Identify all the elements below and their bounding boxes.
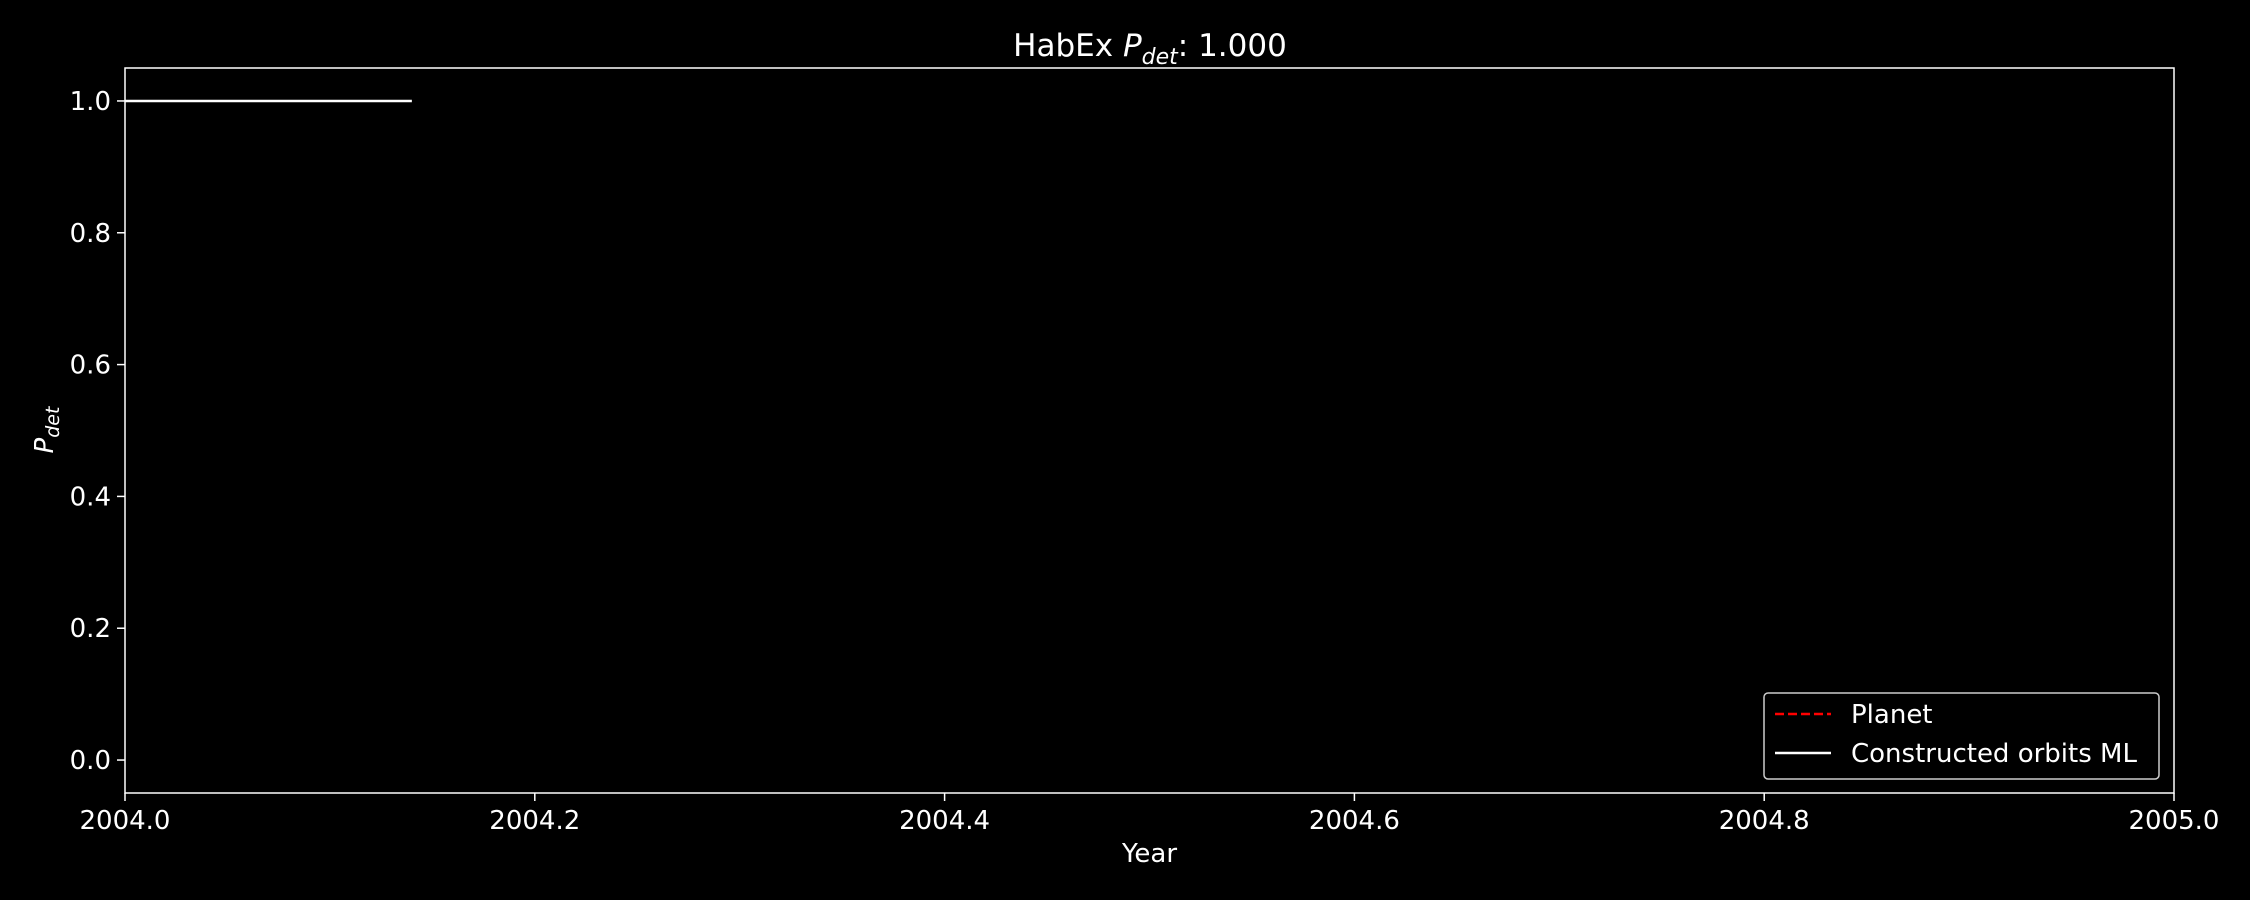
x-axis-label: Year — [1121, 839, 1177, 869]
y-axis-label: Pdet — [30, 405, 64, 453]
chart-title: HabEx Pdet: 1.000 — [1013, 28, 1287, 70]
y-tick-label: 0.0 — [70, 746, 111, 776]
x-tick-label: 2005.0 — [2129, 806, 2220, 836]
x-tick-label: 2004.8 — [1719, 806, 1810, 836]
legend-label-planet: Planet — [1851, 700, 1933, 730]
plot-frame — [124, 67, 2175, 794]
legend: Planet Constructed orbits ML — [1763, 692, 2160, 780]
x-tick-label: 2004.6 — [1309, 806, 1400, 836]
legend-box — [1763, 692, 2160, 780]
x-axis: 2004.0 2004.2 2004.4 2004.6 2004.8 2005.0 — [80, 793, 2220, 836]
x-tick-label: 2004.2 — [489, 806, 580, 836]
y-tick-label: 0.2 — [70, 614, 111, 644]
y-tick-label: 0.6 — [70, 351, 111, 381]
y-tick-label: 0.8 — [70, 219, 111, 249]
legend-label-constructed-orbits: Constructed orbits ML — [1851, 739, 2137, 769]
y-axis: 0.0 0.2 0.4 0.6 0.8 1.0 — [70, 87, 125, 776]
x-tick-label: 2004.0 — [80, 806, 171, 836]
y-tick-label: 0.4 — [70, 482, 111, 512]
x-tick-label: 2004.4 — [899, 806, 990, 836]
y-tick-label: 1.0 — [70, 87, 111, 117]
